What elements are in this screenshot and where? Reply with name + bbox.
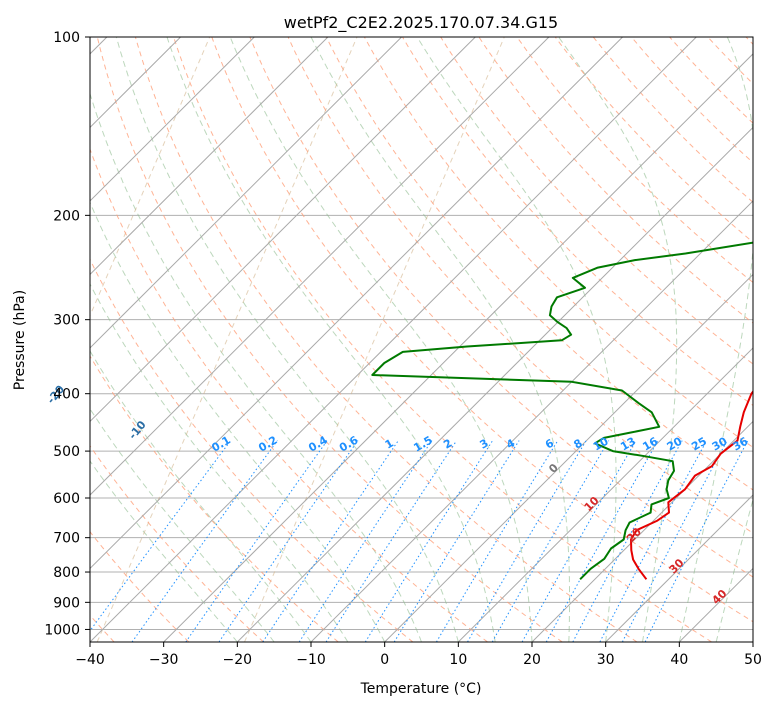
y-tick-label: 800 xyxy=(53,565,80,581)
y-tick-label: 200 xyxy=(53,208,80,224)
isotherm-line xyxy=(605,494,753,642)
mixing-ratio-line xyxy=(185,440,328,642)
moist-adiabat-line xyxy=(90,460,238,642)
isotherm-line xyxy=(90,37,476,423)
isotherms-layer xyxy=(90,37,753,642)
isotherm-line xyxy=(310,200,753,642)
x-tick-label: −40 xyxy=(75,652,105,668)
isotherm-line xyxy=(90,37,697,642)
profile-series-layer xyxy=(371,241,753,581)
x-axis-ticks: −40 −30 −20 −10 0 10 20 30 40 50 xyxy=(75,642,762,668)
grid-layer xyxy=(90,37,753,630)
x-tick-label: 0 xyxy=(380,652,389,668)
moist-adiabat-line xyxy=(310,37,571,642)
isotherm-line xyxy=(90,37,550,496)
y-tick-label: 500 xyxy=(53,444,80,460)
isotherm-line xyxy=(236,126,753,642)
dry-adiabat-line xyxy=(90,445,264,642)
temperature-profile-line xyxy=(630,390,753,580)
mixing-ratio-line xyxy=(131,440,278,642)
y-tick-label: 700 xyxy=(53,531,80,547)
dewpoint-profile-line xyxy=(371,241,753,581)
y-axis-ticks: 100 200 300 400 500 600 700 800 900 1000 xyxy=(44,30,90,638)
y-tick-label: 400 xyxy=(53,387,80,403)
dry-adiabat-line xyxy=(173,37,712,642)
moist-adiabat-line xyxy=(90,92,422,642)
dry-adiabat-line xyxy=(211,37,753,623)
mixing-ratio-line xyxy=(364,440,494,642)
moist-adiabat-line xyxy=(416,37,617,642)
mixing-ratio-layer xyxy=(90,440,749,642)
isotherm-line xyxy=(90,37,255,202)
mixing-ratio-line xyxy=(325,440,458,642)
y-tick-label: 300 xyxy=(53,313,80,329)
chart-title: wetPf2_C2E2.2025.170.07.34.G15 xyxy=(284,13,558,33)
x-tick-label: −10 xyxy=(296,652,326,668)
moist-adiabat-line xyxy=(166,37,496,642)
isotherm-line xyxy=(384,273,753,642)
isotherm-line xyxy=(90,37,623,570)
mixing-ratio-line xyxy=(218,440,359,642)
moist-adiabat-line xyxy=(715,497,753,642)
x-tick-label: 40 xyxy=(670,652,688,668)
dewpoint-curve xyxy=(96,37,358,642)
x-tick-label: 20 xyxy=(523,652,541,668)
y-axis-label: Pressure (hPa) xyxy=(12,290,28,390)
dry-adiabat-line xyxy=(249,37,753,578)
x-tick-label: 30 xyxy=(597,652,615,668)
mixing-ratio-line xyxy=(521,440,637,642)
isotherm-line xyxy=(531,420,753,642)
x-tick-label: −30 xyxy=(149,652,179,668)
mixing-ratio-line xyxy=(545,440,659,642)
moist-adiabat-line xyxy=(90,282,349,642)
mixing-ratio-line xyxy=(262,440,399,642)
mixing-ratio-line xyxy=(393,440,520,642)
x-tick-label: −20 xyxy=(223,652,253,668)
dry-adiabat-line xyxy=(440,37,753,365)
mixing-ratio-line xyxy=(467,440,587,642)
dry-adiabat-line xyxy=(90,530,190,642)
x-tick-label: 10 xyxy=(449,652,467,668)
mixing-ratio-line xyxy=(298,440,433,642)
isotherm-line xyxy=(163,53,753,642)
x-tick-label: 50 xyxy=(744,652,762,668)
dry-adiabat-line xyxy=(516,37,753,284)
y-tick-label: 1000 xyxy=(44,622,80,638)
dewpoint-curve xyxy=(244,37,505,642)
y-tick-label: 100 xyxy=(53,30,80,46)
mixing-ratio-line xyxy=(90,440,232,632)
dry-adiabat-line xyxy=(96,37,563,642)
y-tick-label: 600 xyxy=(53,491,80,507)
mixing-ratio-line xyxy=(491,440,610,642)
mixing-ratio-line xyxy=(435,440,559,642)
moist-adiabat-line xyxy=(678,37,753,642)
dry-adiabat-line xyxy=(134,37,638,642)
x-axis-label: Temperature (°C) xyxy=(360,681,482,697)
plot-frame xyxy=(89,36,754,643)
moist-adiabat-line xyxy=(90,407,275,642)
y-tick-label: 900 xyxy=(53,595,80,611)
moist-adiabat-line xyxy=(115,37,459,642)
isotherm-line xyxy=(457,347,753,642)
moist-adiabat-line xyxy=(90,201,386,642)
dry-adiabat-line xyxy=(402,37,753,406)
isotherm-line xyxy=(90,37,402,349)
dry-adiabat-line xyxy=(90,147,488,642)
dry-adiabat-line xyxy=(90,355,339,642)
mixing-ratio-line xyxy=(572,440,683,642)
isotherm-line xyxy=(90,37,329,276)
moist-adiabat-line xyxy=(229,37,533,642)
